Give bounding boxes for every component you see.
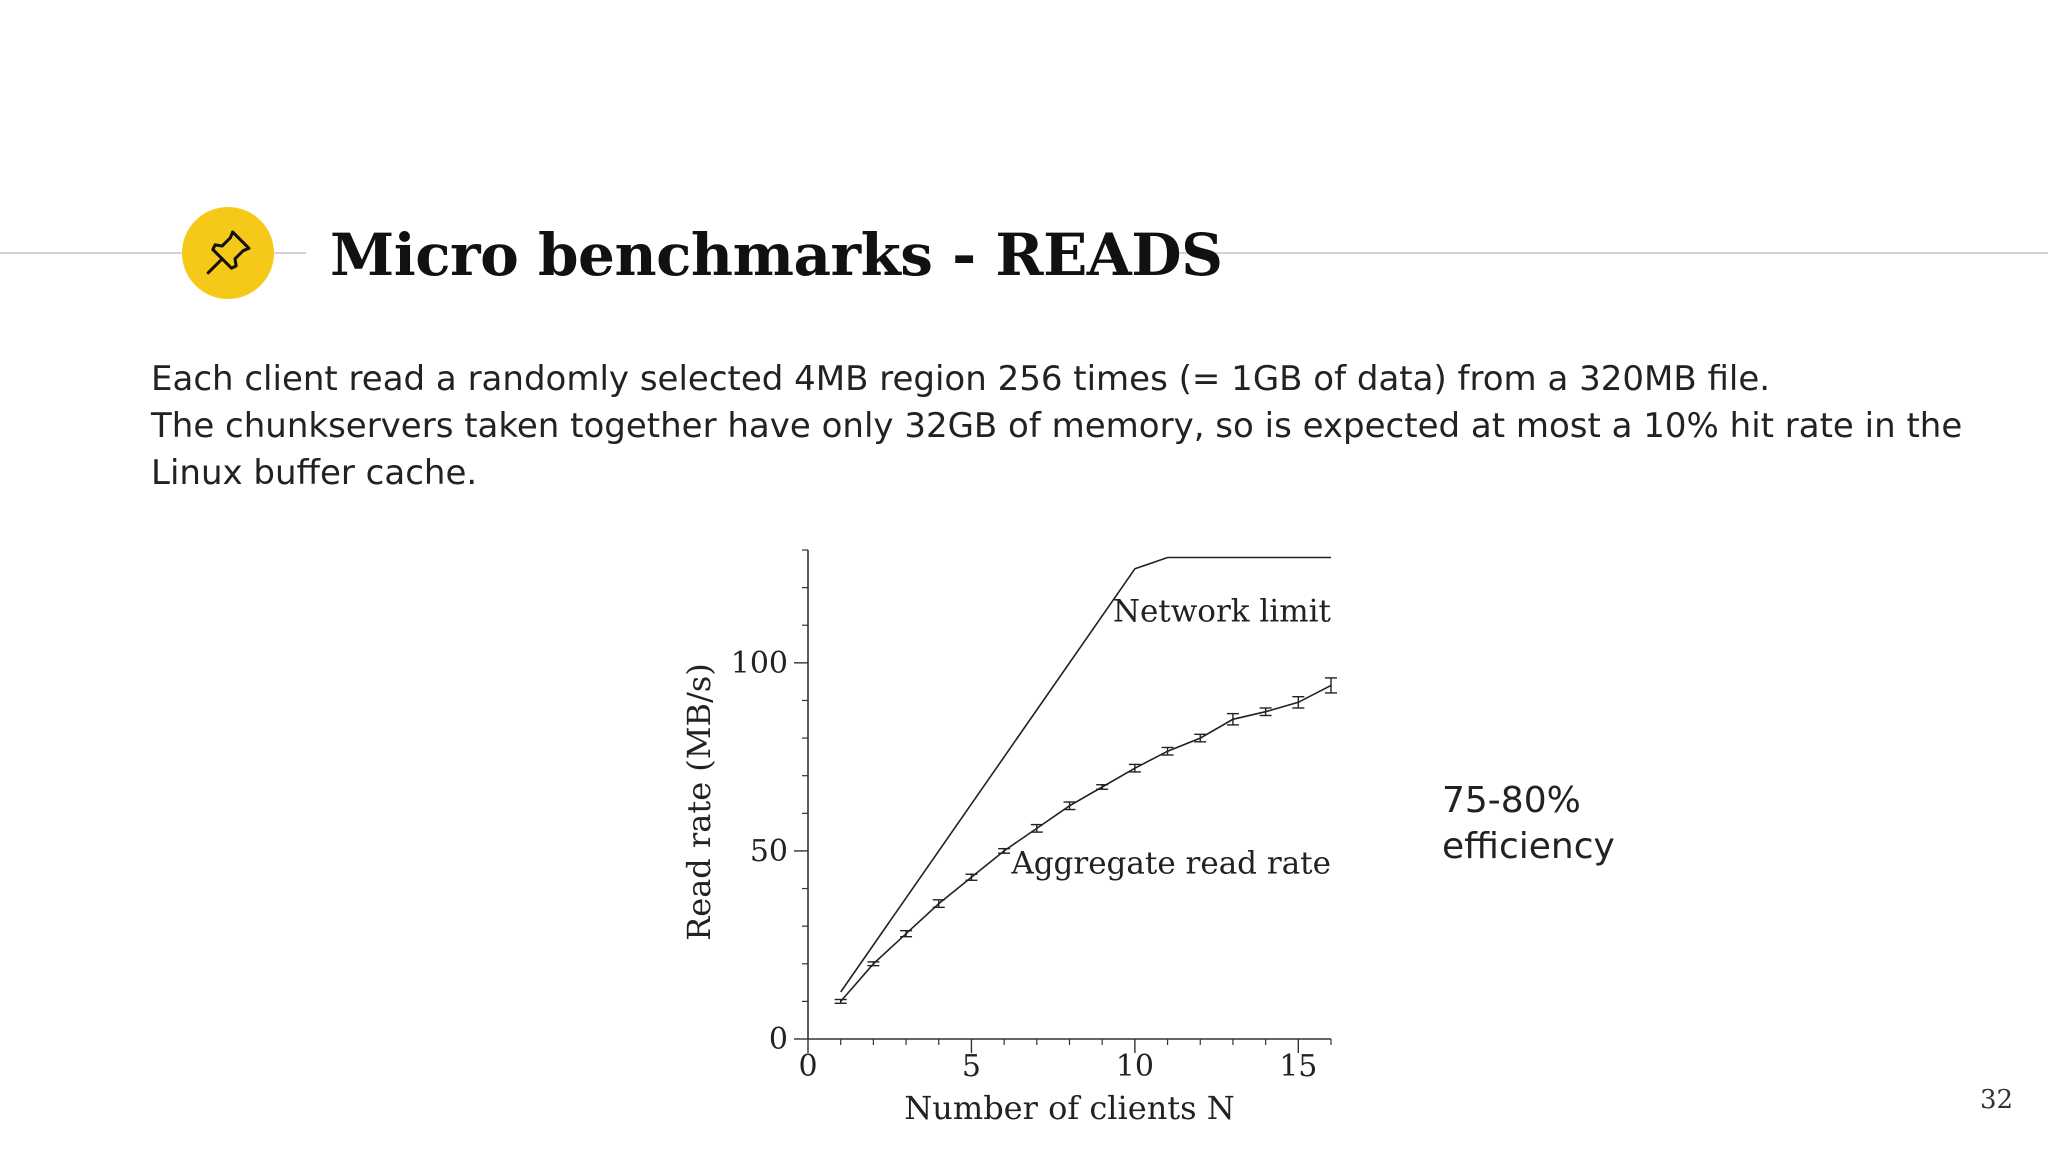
page-title: Micro benchmarks - READS	[330, 221, 1223, 289]
network-limit-line	[840, 556, 1331, 993]
description-line: The chunkservers taken together have onl…	[151, 406, 1963, 446]
pushpin-icon	[206, 230, 251, 275]
x-axis-label: Number of clients N	[904, 1089, 1235, 1127]
efficiency-annotation: 75-80% efficiency	[1442, 778, 1615, 870]
aggregate-read-rate-line	[840, 684, 1332, 1002]
network-limit-label: Network limit	[1113, 593, 1332, 629]
y-tick-label: 100	[731, 646, 788, 681]
efficiency-percent: 75-80%	[1442, 780, 1581, 821]
chart-canvas: 0 50 100 0 5 10 15 Number of clients N Read rate…	[680, 549, 1337, 1127]
description: Each client read a randomly selected 4MB…	[151, 356, 1991, 497]
page-number: 32	[1980, 1085, 2014, 1115]
x-tick-label: 10	[1116, 1049, 1154, 1084]
x-tick-label: 5	[962, 1049, 981, 1084]
aggregate-read-rate-label: Aggregate read rate	[1010, 845, 1331, 881]
x-tick-label: 15	[1279, 1049, 1317, 1084]
title-rule-left	[0, 252, 306, 254]
pushpin-icon-badge	[182, 207, 274, 299]
read-rate-chart: 0 50 100 0 5 10 15 Number of clients N Read rate…	[660, 530, 1380, 1140]
efficiency-label: efficiency	[1442, 826, 1615, 867]
y-tick-label: 50	[750, 834, 788, 869]
y-axis-label: Read rate (MB/s)	[680, 663, 718, 941]
description-line: Linux buffer cache.	[151, 453, 478, 493]
description-line: Each client read a randomly selected 4MB…	[151, 359, 1771, 399]
x-tick-label: 0	[798, 1049, 817, 1084]
y-tick-label: 0	[769, 1022, 788, 1057]
title-rule-right	[1178, 252, 2048, 254]
